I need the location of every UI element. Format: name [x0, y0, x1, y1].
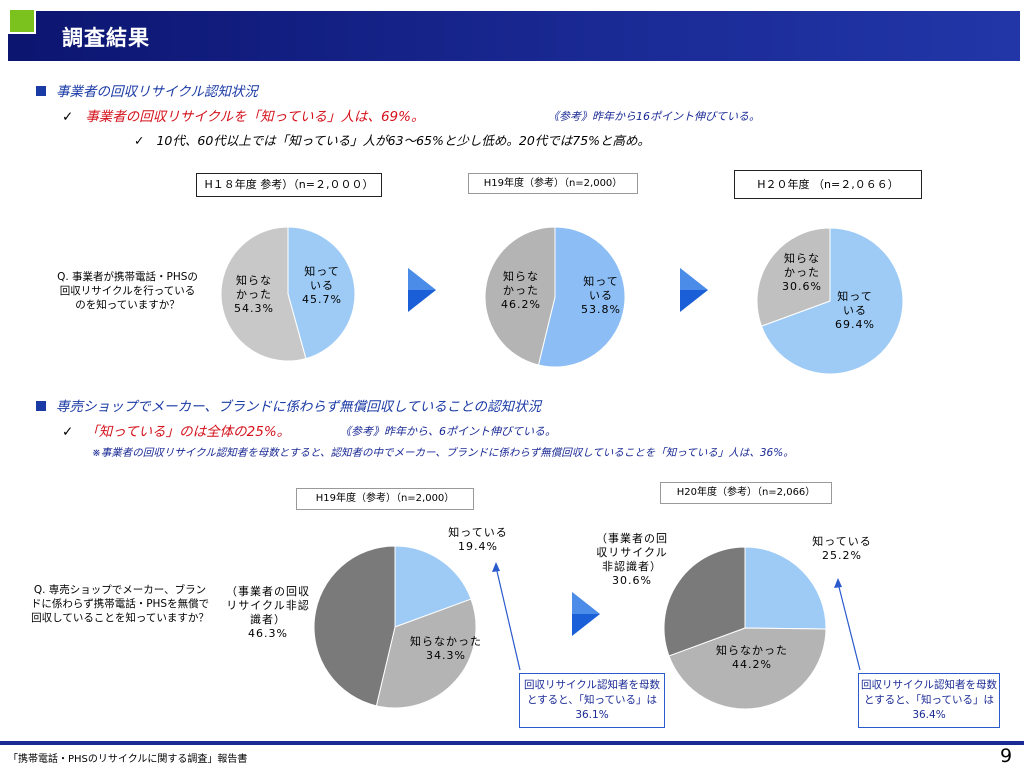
- check-icon: ✓: [62, 424, 74, 440]
- pie2-slice-1: [537, 226, 626, 368]
- pie-chart-4: 知っている 19.4% 知らなかった 34.3% （事業者の回収リサイクル非認識者） 46…: [226, 525, 507, 709]
- note-box-h20: 回収リサイクル認知者を母数とすると、「知っている」は36.4%: [858, 673, 1000, 728]
- section1-point1: ✓ 事業者の回収リサイクルを「知っている」人は、69%。: [62, 105, 424, 125]
- pie5-slice-3: [663, 546, 746, 657]
- arrow-right-icon: [680, 268, 708, 312]
- square-bullet-icon: [36, 401, 46, 411]
- pie3-slice-1: [760, 227, 904, 375]
- pie2-slice-1-label: 知っている 53.8%: [581, 274, 621, 316]
- section1-point1-text: 事業者の回収リサイクルを「知っている」人は、69%。: [85, 109, 425, 125]
- pie3-slice-1-label: 知っている 69.4%: [835, 289, 875, 331]
- pie4-slice-1-label: 知っている 19.4%: [448, 525, 507, 553]
- pie1-slice-2-label: 知らなかった 54.3%: [234, 273, 274, 315]
- section2-point1: ✓ 「知っている」のは全体の25%。: [62, 420, 290, 440]
- pie5-slice-2: [668, 627, 827, 710]
- callout-arrowhead-icon: [492, 562, 500, 572]
- section2-point1-text: 「知っている」のは全体の25%。: [85, 424, 291, 440]
- title-bar: [8, 11, 1020, 61]
- pie1-slice-2: [220, 226, 307, 362]
- section2-heading: 専売ショップでメーカー、ブランドに係わらず無償回収していることの認知状況: [36, 395, 541, 415]
- section1-question: Q. 事業者が携帯電話・PHSの回収リサイクルを行っているのを知っていますか？: [57, 271, 198, 311]
- pie1-title-box: H１８年度 参考）（n=２,０００）: [196, 173, 382, 197]
- pie5-slice-1: [744, 546, 827, 630]
- section1-point2-text: 10代、60代以上では「知っている」人が63～65%と少し低め。20代では75%…: [156, 133, 651, 148]
- pie4-slice-3: [313, 545, 396, 707]
- check-icon: ✓: [62, 109, 74, 125]
- note-box-h19: 回収リサイクル認知者を母数とすると、「知っている」は36.1%: [519, 673, 665, 728]
- pie5-slice-2-label: 知らなかった 44.2%: [716, 643, 788, 671]
- pie3-slice-2-label: 知らなかった 30.6%: [782, 251, 822, 293]
- pie3-title-box: H２０年度 （n=２,０６６）: [734, 170, 922, 199]
- section1-heading-text: 事業者の回収リサイクル認知状況: [56, 84, 258, 100]
- check-icon: ✓: [134, 133, 145, 148]
- square-bullet-icon: [36, 86, 46, 96]
- section2-question: Q. 専売ショップでメーカー、ブランドに係わらず携帯電話・PHSを無償で回収して…: [30, 584, 210, 624]
- pie3-slice-2: [756, 227, 831, 327]
- pie2-title-box: H19年度（参考）（n=2,000）: [468, 173, 638, 194]
- pie5-slice-3-label: （事業者の回収リサイクル非認識者） 30.6%: [596, 532, 668, 587]
- section2-note: ※事業者の回収リサイクル認知者を母数とすると、認知者の中でメーカー、ブランドに係…: [92, 447, 794, 459]
- section1-reference: 《参考》昨年から16ポイント伸びている。: [548, 110, 760, 123]
- pie4-slice-1: [394, 545, 472, 628]
- pie4-slice-3-label: （事業者の回収リサイクル非認識者） 46.3%: [226, 585, 310, 640]
- arrow-right-icon: [572, 592, 600, 636]
- callout-line-h20: [837, 582, 861, 671]
- pie1-slice-1: [287, 226, 356, 360]
- section2-heading-text: 専売ショップでメーカー、ブランドに係わらず無償回収していることの認知状況: [56, 399, 542, 415]
- section1-point2: ✓ 10代、60代以上では「知っている」人が63～65%と少し低め。20代では75…: [134, 130, 650, 149]
- pie4-slice-2: [375, 598, 477, 709]
- callout-arrowhead-icon: [834, 578, 842, 588]
- page-title: 調査結果: [62, 26, 150, 50]
- pie-chart-5: 知っている 25.2% 知らなかった 44.2% （事業者の回収リサイクル非認識者） 30…: [596, 532, 871, 710]
- pie1-slice-1-label: 知っている 45.7%: [302, 264, 342, 306]
- page-number: 9: [1000, 745, 1013, 767]
- footer-line: [0, 741, 1024, 745]
- pie-chart-1: 知っている 45.7% 知らなかった 54.3%: [220, 226, 356, 362]
- section1-heading: 事業者の回収リサイクル認知状況: [36, 80, 258, 100]
- section2-reference: 《参考》昨年から、6ポイント伸びている。: [340, 425, 556, 438]
- callout-line-h19: [495, 566, 521, 671]
- pie4-title-box: H19年度（参考）（n=2,000）: [296, 488, 474, 510]
- pie4-slice-2-label: 知らなかった 34.3%: [410, 634, 482, 662]
- arrow-right-icon: [408, 268, 436, 312]
- title-accent-square: [8, 8, 36, 34]
- pie-chart-2: 知っている 53.8% 知らなかった 46.2%: [484, 226, 626, 368]
- pie-chart-3: 知っている 69.4% 知らなかった 30.6%: [756, 227, 904, 375]
- pie5-slice-1-label: 知っている 25.2%: [812, 534, 871, 562]
- pie5-title-box: H20年度（参考）（n=2,066）: [660, 482, 832, 504]
- pie2-slice-2-label: 知らなかった 46.2%: [501, 269, 541, 311]
- footer-text: 「携帯電話・PHSのリサイクルに関する調査」報告書: [8, 754, 248, 765]
- pie2-slice-2: [484, 226, 556, 366]
